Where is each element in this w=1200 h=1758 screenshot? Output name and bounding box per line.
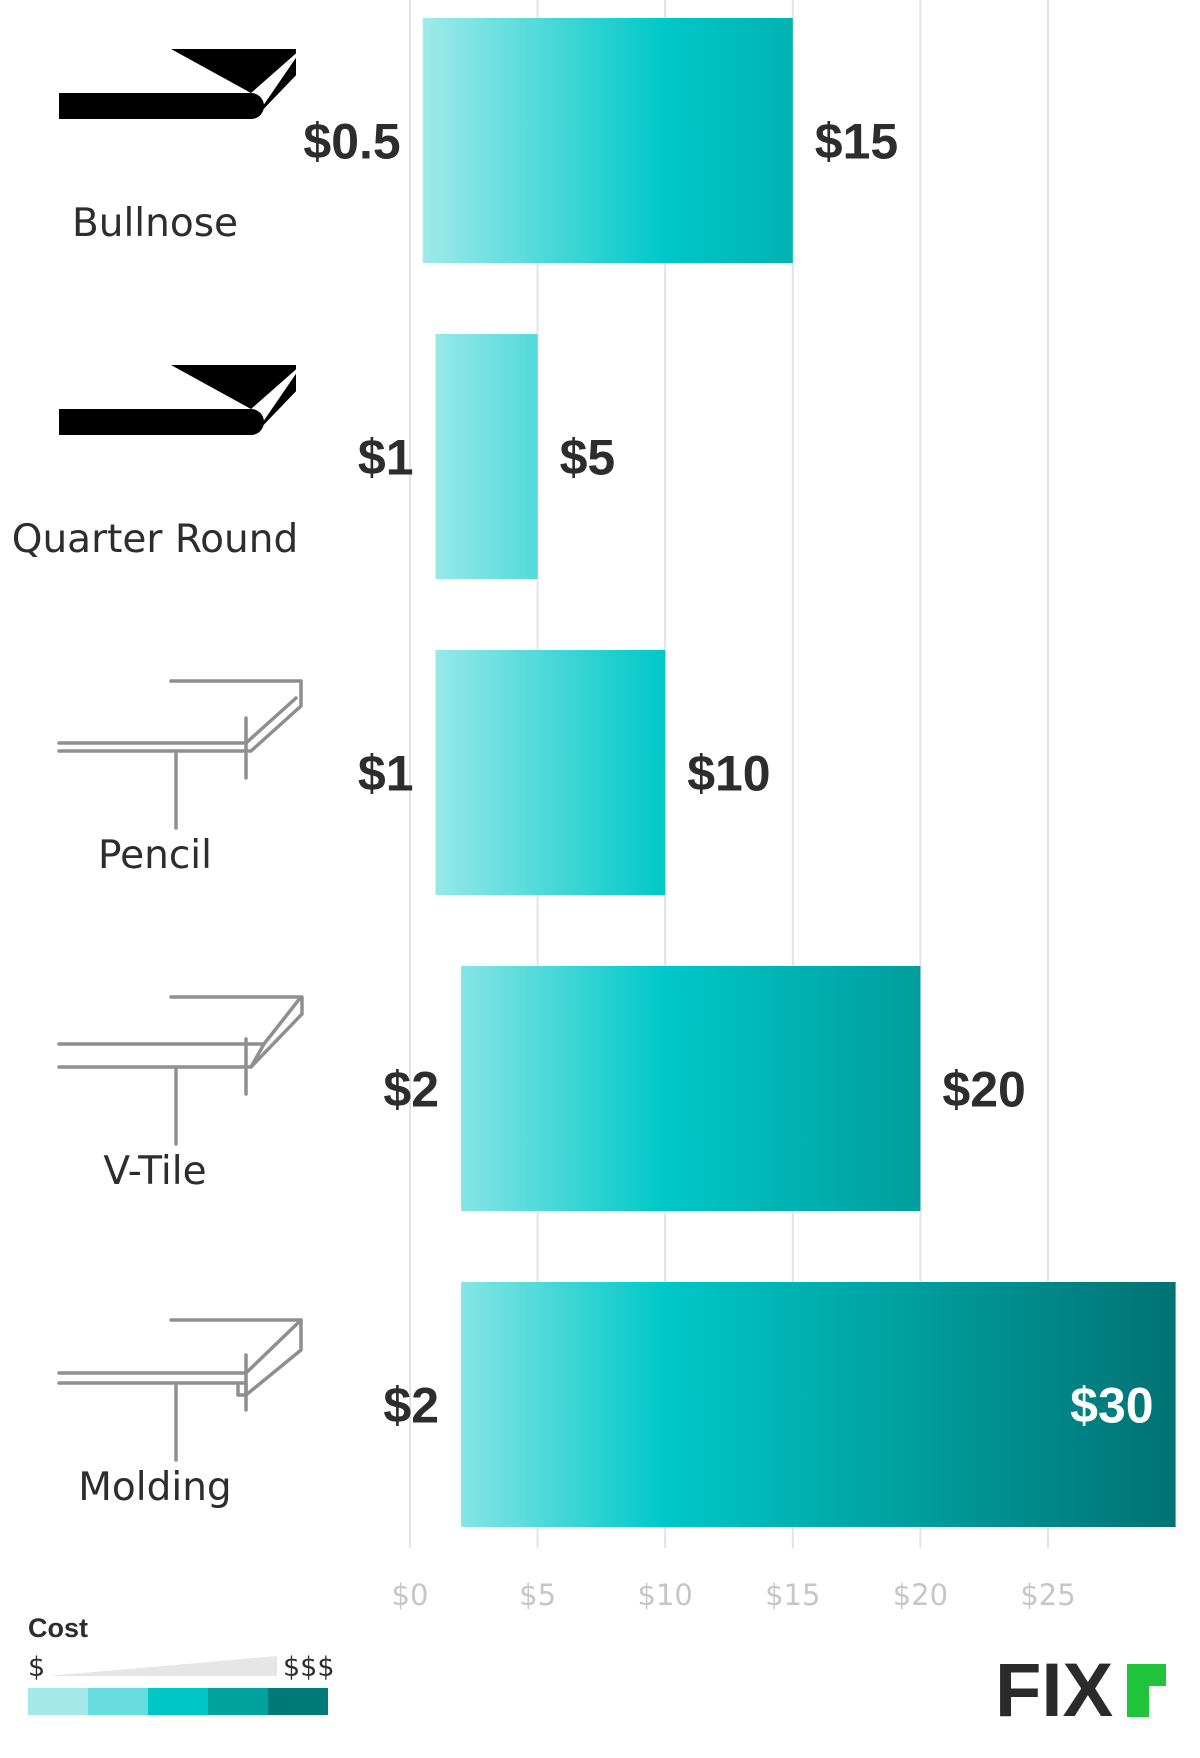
x-tick-label-10: $10 [638,1578,693,1612]
v-tile-edge-icon [57,995,304,1146]
bar-bullnose [422,18,793,263]
category-label-pencil: Pencil [98,833,212,878]
legend-swatches [28,1688,328,1715]
legend-swatch-2 [88,1688,148,1715]
bar-molding [461,1282,1176,1527]
legend-title: Cost [28,1613,88,1643]
fixr-logo: FIX [995,1648,1166,1733]
category-label-quarter-round: Quarter Round [12,517,298,562]
legend-high-label: $$$ [283,1652,335,1683]
category-labels: Bullnose Quarter Round Pencil V-Tile Molding [12,201,298,1510]
bullnose-edge-icon [59,49,296,196]
x-tick-label-0: $0 [392,1578,429,1612]
legend-swatch-5 [268,1688,328,1715]
bar-quarter-round [435,334,538,579]
category-label-molding: Molding [78,1465,231,1510]
category-label-bullnose: Bullnose [72,201,238,246]
bar-v-tile [461,966,921,1211]
high-value-label-bullnose: $15 [815,114,898,170]
pencil-edge-icon [57,679,303,830]
low-value-label-v-tile: $2 [383,1062,439,1118]
high-value-label-quarter-round: $5 [560,430,616,486]
cost-legend: Cost $ $$$ [28,1613,335,1715]
high-value-label-pencil: $10 [687,746,770,802]
bar-pencil [435,650,666,895]
x-tick-label-15: $15 [765,1578,820,1612]
value-labels: $0.5 $15 $1 $5 $1 $10 $2 $20 $2 $30 [303,114,1153,1434]
x-tick-label-25: $25 [1020,1578,1075,1612]
x-tick-label-20: $20 [893,1578,948,1612]
x-tick-label-5: $5 [519,1578,556,1612]
logo-wordmark: FIX [995,1648,1114,1733]
molding-edge-icon [57,1318,303,1462]
bars [422,18,1176,1527]
low-value-label-molding: $2 [383,1378,439,1434]
legend-swatch-1 [28,1688,88,1715]
low-value-label-quarter-round: $1 [358,430,414,486]
legend-swatch-4 [208,1688,268,1715]
low-value-label-pencil: $1 [358,746,414,802]
high-value-label-v-tile: $20 [942,1062,1025,1118]
high-value-label-molding: $30 [1070,1378,1153,1434]
legend-low-label: $ [28,1652,45,1683]
legend-wedge [48,1656,277,1676]
logo-r-mark [1127,1664,1166,1717]
x-axis-tick-labels: $0 $5 $10 $15 $20 $25 [392,1578,1076,1612]
category-label-v-tile: V-Tile [103,1149,206,1194]
quarter-round-edge-icon [59,365,296,512]
edge-icons [57,49,304,1462]
low-value-label-bullnose: $0.5 [303,114,400,170]
legend-swatch-3 [148,1688,208,1715]
